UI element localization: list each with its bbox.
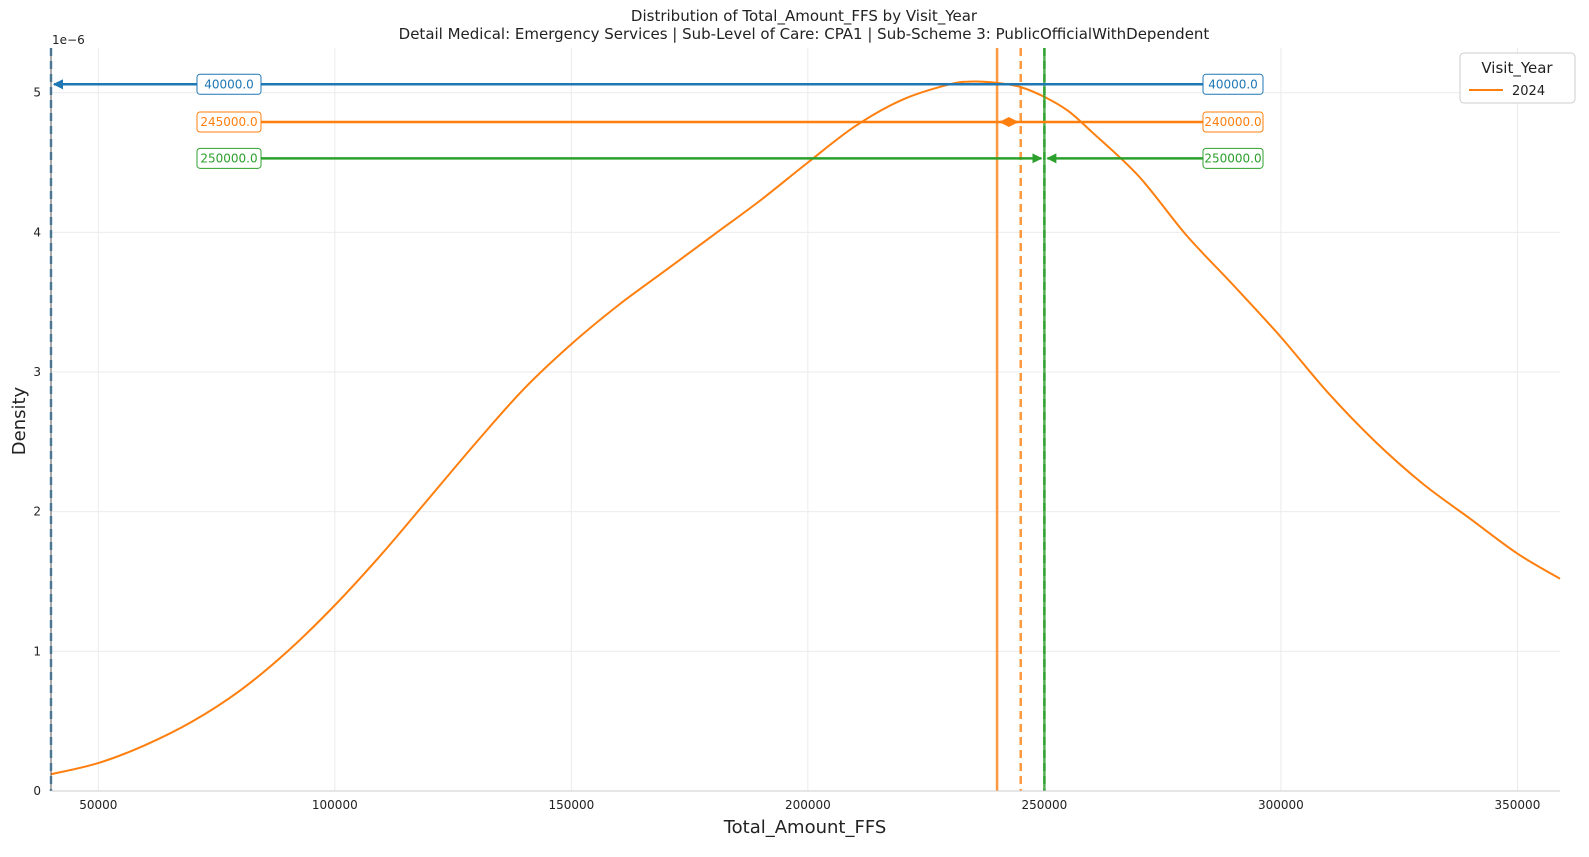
annotation-label-right-2: 250000.0 (1204, 151, 1261, 165)
y-offset-label: 1e−6 (52, 33, 85, 47)
series-line-2024 (50, 80, 1561, 776)
x-tick-label: 100000 (312, 798, 358, 812)
y-tick-label: 3 (33, 365, 41, 379)
plot-background (51, 48, 1560, 791)
x-tick-label: 200000 (785, 798, 831, 812)
annotation-label-right-0: 40000.0 (1208, 77, 1258, 91)
annotation-box-left-1 (196, 111, 262, 133)
annotation-box-right-1 (1202, 111, 1264, 133)
plot-area (51, 48, 1560, 791)
y-tick-label: 5 (33, 86, 41, 100)
y-tick-label: 1 (33, 644, 41, 658)
legend: Visit_Year 2024 (1459, 52, 1576, 104)
annotation-label-left-2: 250000.0 (200, 151, 257, 165)
x-axis-title: Total_Amount_FFS (723, 817, 887, 838)
axes: 50000 100000 150000 200000 250000 300000 35000… (33, 48, 1560, 812)
x-tick-label: 300000 (1258, 798, 1304, 812)
y-tick-label: 2 (33, 505, 41, 519)
x-tick-label: 250000 (1021, 798, 1067, 812)
y-tick-label: 4 (33, 225, 41, 239)
annotation-label-left-1: 245000.0 (200, 115, 257, 129)
chart-subtitle: Detail Medical: Emergency Services | Sub… (399, 25, 1210, 43)
annotation-box-left-0 (196, 73, 262, 95)
legend-entry-2024: 2024 (1512, 84, 1545, 99)
y-tick-label: 0 (33, 784, 41, 798)
x-tick-label: 350000 (1495, 798, 1541, 812)
legend-title: Visit_Year (1481, 59, 1553, 78)
annotation-label-right-1: 240000.0 (1204, 115, 1261, 129)
chart-title: Distribution of Total_Amount_FFS by Visi… (631, 7, 978, 26)
x-tick-label: 50000 (79, 798, 117, 812)
annotation-box-right-0 (1202, 73, 1264, 95)
x-tick-label: 150000 (548, 798, 594, 812)
annotation-box-right-2 (1202, 147, 1264, 169)
annotations: 40000.0 40000.0 245000.0 240000.0 250000.0 25… (53, 73, 1264, 169)
annotation-label-left-0: 40000.0 (204, 77, 254, 91)
annotation-box-left-2 (196, 147, 262, 169)
y-axis-title: Density (9, 386, 30, 455)
series-layer (50, 80, 1561, 776)
